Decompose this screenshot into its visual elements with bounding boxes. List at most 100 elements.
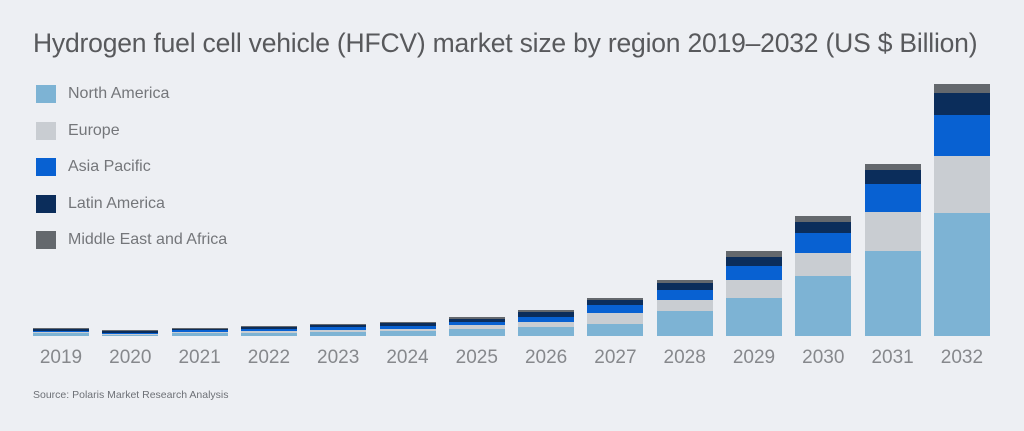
x-axis-label-2025: 2025 — [455, 347, 498, 368]
x-axis-label-2029: 2029 — [732, 347, 776, 368]
legend-item-asia-pacific: Asia Pacific — [36, 157, 227, 177]
bar-segment-europe — [33, 332, 89, 333]
bar-segment-europe — [379, 328, 436, 331]
bar-segment-middle-east-and-africa — [518, 309, 575, 312]
bar-segment-asia-pacific — [518, 316, 575, 322]
bar-segment-asia-pacific — [448, 321, 505, 325]
legend-label: Europe — [68, 121, 120, 139]
bar-segment-asia-pacific — [864, 184, 921, 212]
bar-stack-2021 — [171, 327, 228, 336]
bar-segment-north-america — [448, 328, 505, 336]
bar-segment-north-america — [587, 323, 644, 336]
legend-label: Asia Pacific — [68, 158, 151, 175]
bar-segment-north-america — [33, 333, 89, 336]
bar-segment-latin-america — [102, 331, 159, 333]
bar-segment-latin-america — [310, 325, 367, 328]
bar-segment-north-america — [933, 213, 990, 336]
bar-segment-middle-east-and-africa — [933, 84, 990, 93]
legend-item-middle-east-and-africa: Middle East and Africa — [36, 230, 227, 250]
bar-group-2025: 2025 — [448, 0, 505, 431]
bar-group-2026: 2026 — [518, 0, 575, 431]
bar-stack-2029 — [726, 251, 782, 336]
legend-swatch-icon — [36, 231, 56, 249]
bar-group-2022: 2022 — [240, 0, 297, 431]
bar-segment-middle-east-and-africa — [102, 330, 159, 332]
bar-segment-asia-pacific — [240, 329, 297, 331]
chart-title: Hydrogen fuel cell vehicle (HFCV) market… — [33, 28, 978, 58]
bar-group-2028: 2028 — [656, 0, 713, 431]
bar-segment-asia-pacific — [379, 325, 436, 329]
bar-segment-middle-east-and-africa — [379, 322, 436, 324]
bar-group-2021: 2021 — [171, 0, 228, 431]
bar-stack-2024 — [379, 322, 436, 336]
bar-stack-2030 — [795, 216, 852, 336]
x-axis-label-2022: 2022 — [247, 347, 291, 368]
legend-item-north-america: North America — [36, 84, 227, 104]
bar-segment-europe — [795, 252, 852, 276]
bar-segment-asia-pacific — [102, 332, 159, 334]
bar-segment-asia-pacific — [726, 266, 782, 280]
x-axis-label-2027: 2027 — [594, 347, 637, 368]
bar-segment-europe — [726, 279, 782, 298]
bar-segment-asia-pacific — [587, 305, 644, 313]
bar-segment-latin-america — [726, 256, 782, 266]
bar-segment-asia-pacific — [310, 327, 367, 330]
x-axis-label-2019: 2019 — [39, 347, 83, 368]
x-axis-label-2032: 2032 — [940, 347, 984, 368]
x-axis-label-2020: 2020 — [109, 347, 152, 368]
x-axis-label-2031: 2031 — [871, 347, 914, 368]
bar-segment-north-america — [518, 327, 575, 336]
x-axis-label-2024: 2024 — [386, 347, 429, 368]
bar-segment-north-america — [171, 333, 228, 336]
bar-group-2020: 2020 — [102, 0, 159, 431]
bar-segment-europe — [240, 331, 297, 333]
legend-swatch-icon — [36, 85, 56, 103]
bar-segment-asia-pacific — [171, 330, 228, 332]
bar-group-2029: 2029 — [726, 0, 782, 431]
bar-segment-latin-america — [864, 170, 921, 184]
bar-segment-north-america — [656, 310, 713, 336]
bar-stack-2026 — [518, 309, 575, 336]
bar-segment-north-america — [102, 334, 159, 336]
bar-segment-europe — [310, 329, 367, 332]
bar-segment-north-america — [864, 251, 921, 336]
bar-group-2031: 2031 — [864, 0, 921, 431]
bar-segment-north-america — [379, 331, 436, 336]
x-axis-label-2030: 2030 — [802, 347, 845, 368]
bar-segment-asia-pacific — [795, 233, 852, 253]
bar-segment-latin-america — [171, 328, 228, 331]
bar-stack-2031 — [864, 163, 921, 336]
bar-segment-middle-east-and-africa — [864, 163, 921, 170]
bar-segment-north-america — [726, 298, 782, 336]
bar-stack-2025 — [448, 317, 505, 336]
bar-group-2023: 2023 — [310, 0, 367, 431]
x-axis-label-2021: 2021 — [178, 347, 221, 368]
bar-segment-europe — [518, 321, 575, 327]
bar-group-2019: 2019 — [33, 0, 89, 431]
bar-segment-middle-east-and-africa — [587, 297, 644, 300]
bar-stack-2023 — [310, 324, 367, 336]
bar-segment-europe — [171, 331, 228, 333]
bar-segment-europe — [448, 325, 505, 329]
legend: North America Europe Asia Pacific Latin Ame… — [36, 84, 227, 267]
bar-segment-north-america — [795, 276, 852, 336]
legend-item-latin-america: Latin America — [36, 194, 227, 214]
bar-stack-2027 — [587, 297, 644, 336]
bar-segment-europe — [587, 313, 644, 324]
bar-stack-2028 — [656, 280, 713, 336]
bar-segment-latin-america — [933, 93, 990, 115]
bar-stack-2032 — [933, 84, 990, 336]
bar-segment-europe — [656, 299, 713, 311]
bar-segment-middle-east-and-africa — [448, 317, 505, 319]
bar-stack-2022 — [240, 326, 297, 336]
bar-segment-middle-east-and-africa — [171, 327, 228, 329]
bar-segment-middle-east-and-africa — [726, 251, 782, 257]
bar-segment-europe — [864, 212, 921, 251]
bar-segment-latin-america — [33, 329, 89, 331]
bar-segment-asia-pacific — [33, 330, 89, 332]
bar-segment-latin-america — [448, 318, 505, 322]
bar-group-2024: 2024 — [379, 0, 436, 431]
bar-segment-north-america — [310, 331, 367, 336]
